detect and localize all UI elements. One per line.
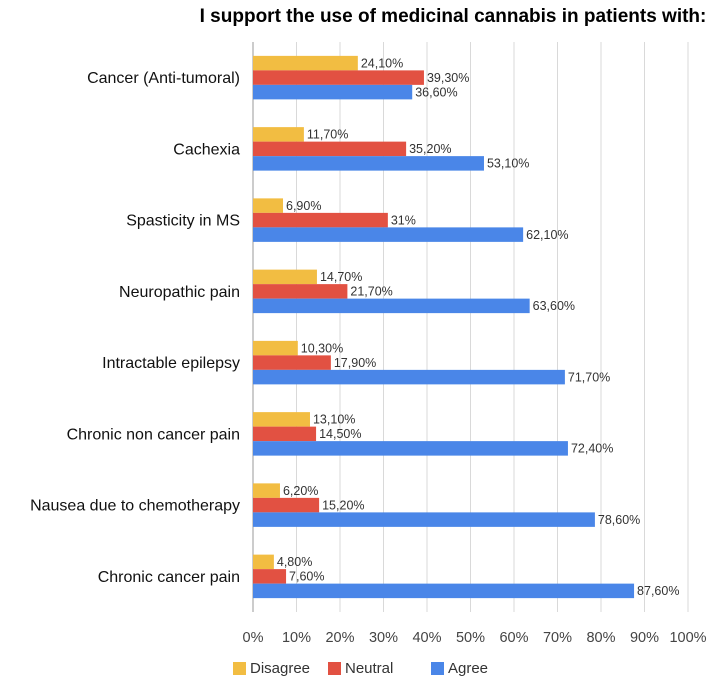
data-label: 53,10% <box>487 157 529 171</box>
x-tick-label: 30% <box>369 630 398 646</box>
bar-neutral <box>253 212 388 228</box>
data-label: 21,70% <box>350 285 392 299</box>
bar-neutral <box>253 284 348 299</box>
labels: 0% 10% 20% 30% 40% 50% 60% 70% 80% 90% 100% Cancer … <box>30 56 707 646</box>
legend-label-disagree: Disagree <box>250 660 310 677</box>
bar-neutral <box>253 569 287 584</box>
category-label: Chronic cancer pain <box>98 569 240 586</box>
legend-swatch-agree <box>431 662 444 675</box>
bar-agree <box>253 298 530 314</box>
category-label: Cancer (Anti-tumoral) <box>87 70 240 87</box>
x-tick-label: 70% <box>543 630 572 646</box>
bar-agree <box>253 84 413 100</box>
data-label: 11,70% <box>307 128 348 142</box>
bar-neutral <box>253 355 331 370</box>
x-tick-label: 20% <box>325 630 354 646</box>
legend-swatch-neutral <box>328 662 341 675</box>
data-label: 36,60% <box>415 85 457 99</box>
data-label: 14,70% <box>320 270 362 284</box>
data-label: 31% <box>391 213 416 227</box>
data-label: 17,90% <box>334 356 376 370</box>
x-tick-label: 100% <box>669 630 706 646</box>
bar-disagree <box>253 554 274 570</box>
bar-disagree <box>253 340 298 356</box>
category-label: Intractable epilepsy <box>102 355 240 372</box>
bar-disagree <box>253 198 284 213</box>
data-label: 7,60% <box>289 570 324 584</box>
data-label: 6,90% <box>286 199 321 213</box>
bar-neutral <box>253 497 320 513</box>
category-label: Nausea due to chemotherapy <box>30 498 240 515</box>
bar-disagree <box>253 127 304 142</box>
bar-disagree <box>253 483 280 498</box>
bar-neutral <box>253 141 407 157</box>
data-label: 63,60% <box>533 299 575 313</box>
data-label: 13,10% <box>313 413 355 427</box>
bar-disagree <box>253 55 358 71</box>
bar-disagree <box>253 412 310 427</box>
data-label: 14,50% <box>319 427 361 441</box>
legend-label-neutral: Neutral <box>345 660 393 677</box>
bar-agree <box>253 583 635 599</box>
x-tick-label: 0% <box>243 630 264 646</box>
bars <box>253 55 635 599</box>
data-label: 78,60% <box>598 513 640 527</box>
chart-title: I support the use of medicinal cannabis … <box>200 6 707 27</box>
bar-agree <box>253 512 595 527</box>
data-label: 15,20% <box>322 498 364 512</box>
bar-agree <box>253 227 524 242</box>
x-tick-label: 90% <box>630 630 659 646</box>
bar-agree <box>253 156 484 171</box>
data-label: 10,30% <box>301 341 343 355</box>
data-label: 87,60% <box>637 584 679 598</box>
bar-neutral <box>253 70 424 85</box>
category-label: Spasticity in MS <box>126 213 240 230</box>
data-label: 6,20% <box>283 484 318 498</box>
x-tick-label: 80% <box>586 630 615 646</box>
data-label: 24,10% <box>361 56 403 70</box>
data-label: 62,10% <box>526 228 568 242</box>
bar-agree <box>253 369 565 385</box>
x-tick-label: 50% <box>456 630 485 646</box>
x-tick-label: 60% <box>499 630 528 646</box>
x-tick-label: 10% <box>282 630 311 646</box>
category-label: Chronic non cancer pain <box>67 426 240 443</box>
data-label: 71,70% <box>568 370 610 384</box>
data-label: 4,80% <box>277 555 312 569</box>
data-label: 35,20% <box>409 142 451 156</box>
bar-disagree <box>253 269 317 285</box>
bar-agree <box>253 441 568 456</box>
legend-swatch-disagree <box>233 662 246 675</box>
legend-label-agree: Agree <box>448 660 488 677</box>
data-label: 39,30% <box>427 71 469 85</box>
bar-neutral <box>253 426 317 442</box>
data-label: 72,40% <box>571 442 613 456</box>
x-tick-label: 40% <box>412 630 441 646</box>
category-label: Cachexia <box>173 141 240 158</box>
category-label: Neuropathic pain <box>119 284 240 301</box>
legend: Disagree Neutral Agree <box>233 660 488 677</box>
